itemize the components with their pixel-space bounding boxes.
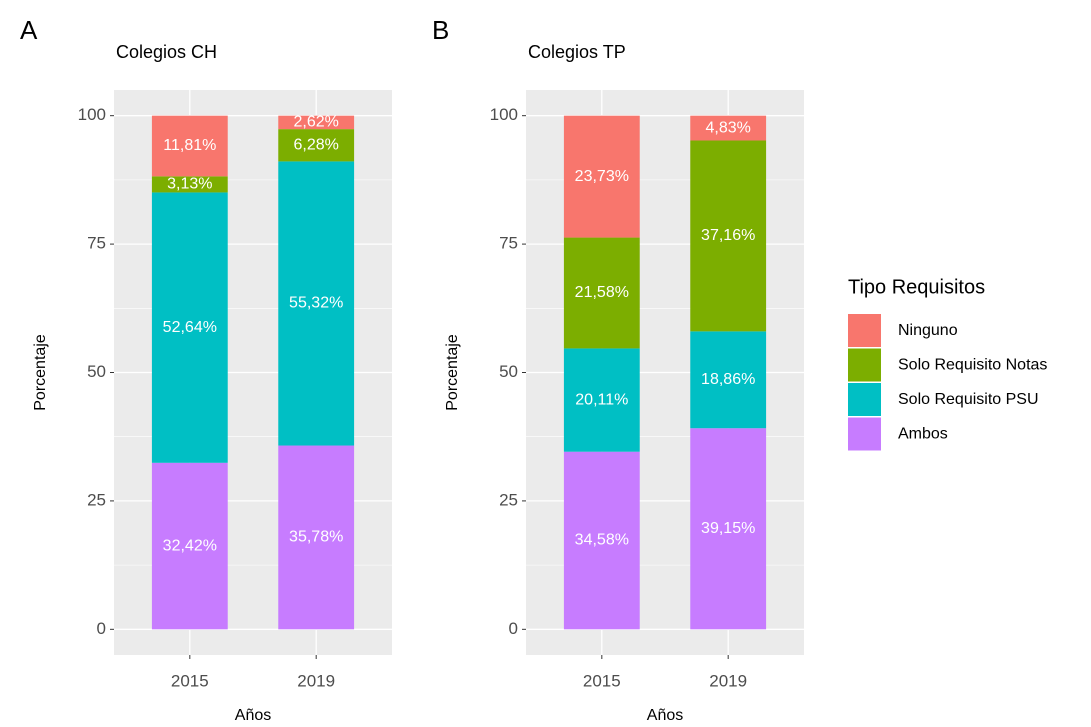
y-tick-label: 100 (78, 105, 106, 124)
value-label: 3,13% (167, 176, 212, 193)
legend-key (848, 417, 881, 451)
y-tick-label: 0 (97, 619, 106, 638)
bar-segment (151, 192, 228, 463)
bar-segment (278, 115, 355, 130)
bar-segment (563, 348, 640, 452)
bar-segment (690, 115, 767, 141)
x-tick-label: 2015 (171, 671, 209, 690)
legend-key (848, 348, 881, 382)
y-tick-label: 50 (87, 362, 106, 381)
value-label: 2,62% (293, 114, 338, 131)
y-axis-title: Porcentaje (444, 334, 461, 411)
value-label: 6,28% (293, 136, 338, 153)
bar-segment (690, 331, 767, 429)
x-tick-label: 2019 (297, 671, 335, 690)
x-axis-title: Años (235, 707, 271, 724)
y-tick-label: 75 (499, 234, 518, 253)
chart-title: Colegios TP (528, 42, 626, 62)
value-label: 52,64% (163, 319, 217, 336)
panel-tag: B (432, 15, 449, 45)
value-label: 34,58% (575, 532, 629, 549)
bar-segment (151, 176, 228, 193)
value-label: 11,81% (163, 137, 216, 154)
value-label: 39,15% (701, 520, 755, 537)
legend-label: Solo Requisito Notas (898, 357, 1047, 374)
y-tick-label: 50 (499, 362, 518, 381)
bar-segment (278, 445, 355, 630)
y-axis-title: Porcentaje (32, 334, 49, 411)
bar-segment (690, 428, 767, 630)
panel-tag: A (20, 15, 38, 45)
value-label: 20,11% (575, 391, 628, 408)
value-label: 35,78% (289, 529, 343, 546)
legend-key (848, 383, 881, 416)
y-tick-label: 0 (509, 619, 518, 638)
value-label: 37,16% (701, 227, 755, 244)
bar-segment (278, 161, 355, 446)
bar-segment (278, 129, 355, 162)
bar-segment (151, 115, 228, 177)
y-tick-label: 25 (499, 490, 518, 509)
value-label: 23,73% (575, 168, 629, 185)
chart-title: Colegios CH (116, 42, 217, 62)
x-tick-label: 2019 (709, 671, 747, 690)
bar-segment (690, 140, 767, 332)
legend-label: Ambos (898, 426, 948, 443)
x-axis-title: Años (647, 707, 683, 724)
x-tick-label: 2015 (583, 671, 621, 690)
value-label: 21,58% (575, 284, 629, 301)
bar-segment (563, 237, 640, 349)
y-tick-label: 25 (87, 490, 106, 509)
legend-title: Tipo Requisitos (848, 276, 985, 298)
y-tick-label: 75 (87, 234, 106, 253)
bar-segment (151, 462, 228, 630)
bar-segment (563, 115, 640, 238)
legend-label: Solo Requisito PSU (898, 391, 1039, 408)
y-tick-label: 100 (490, 105, 518, 124)
legend-key (848, 314, 881, 347)
value-label: 55,32% (289, 295, 343, 312)
legend-label: Ninguno (898, 322, 958, 339)
value-label: 32,42% (163, 537, 217, 554)
value-label: 4,83% (705, 119, 750, 136)
value-label: 18,86% (701, 371, 755, 388)
bar-segment (563, 451, 640, 630)
